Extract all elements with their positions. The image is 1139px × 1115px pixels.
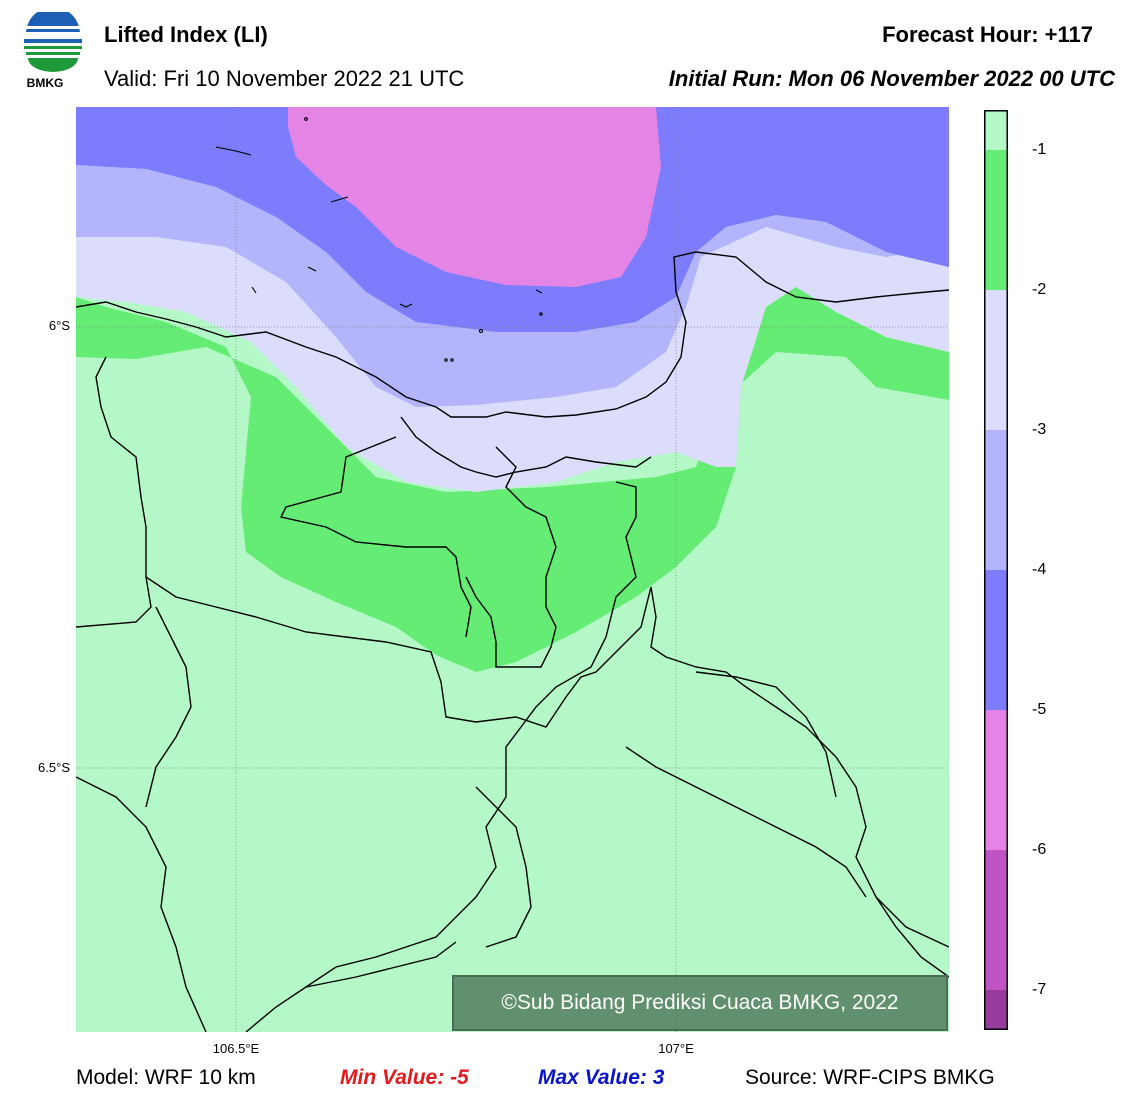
li-zone-green bbox=[76, 287, 949, 672]
islands bbox=[215, 117, 543, 362]
footer-min-value: Min Value: -5 bbox=[340, 1066, 469, 1089]
lon-label-107e: 107°E bbox=[658, 1041, 694, 1056]
colorbar-tick-3: -3 bbox=[1032, 421, 1047, 438]
colorbar-tick-6: -6 bbox=[1032, 841, 1047, 858]
boundaries bbox=[75, 251, 950, 1033]
bmkg-logo bbox=[20, 7, 86, 92]
colorbar-tick-4: -4 bbox=[1032, 561, 1047, 578]
footer-source: Source: WRF-CIPS BMKG bbox=[745, 1066, 995, 1089]
gridlines bbox=[76, 107, 949, 1032]
colorbar-segment-5 bbox=[984, 710, 1008, 850]
colorbar-segment-3 bbox=[984, 430, 1008, 570]
colorbar bbox=[984, 110, 1008, 1030]
colorbar-segment-7 bbox=[984, 990, 1008, 1030]
colorbar-tick-2: -2 bbox=[1032, 281, 1047, 298]
lat-label-6s: 6°S bbox=[48, 318, 70, 333]
li-zone-lavender bbox=[76, 165, 949, 407]
credit-box: ©Sub Bidang Prediksi Cuaca BMKG, 2022 bbox=[452, 975, 948, 1031]
forecast-hour: Forecast Hour: +117 bbox=[882, 22, 1093, 47]
map-panel bbox=[75, 107, 950, 1033]
colorbar-tick-7: -7 bbox=[1032, 981, 1047, 998]
lat-label-6-5s: 6.5°S bbox=[38, 760, 70, 775]
colorbar-tick-5: -5 bbox=[1032, 701, 1047, 718]
colorbar-segment-0 bbox=[984, 110, 1008, 150]
footer-model: Model: WRF 10 km bbox=[76, 1066, 256, 1089]
footer-max-value: Max Value: 3 bbox=[538, 1066, 665, 1089]
colorbar-segment-4 bbox=[984, 570, 1008, 710]
logo-text: BMKG bbox=[26, 76, 64, 90]
colorbar-tick-1: -1 bbox=[1032, 141, 1047, 158]
lon-label-106-5e: 106.5°E bbox=[212, 1041, 260, 1056]
colorbar-segment-2 bbox=[984, 290, 1008, 430]
map-svg bbox=[75, 107, 950, 1033]
colorbar-segment-6 bbox=[984, 850, 1008, 990]
colorbar-svg bbox=[984, 110, 1008, 1030]
map-title: Lifted Index (LI) bbox=[104, 22, 268, 47]
li-zone-pale-lavender bbox=[76, 227, 949, 492]
valid-time: Valid: Fri 10 November 2022 21 UTC bbox=[104, 66, 465, 91]
li-zone-pink bbox=[288, 107, 661, 287]
initial-run: Initial Run: Mon 06 November 2022 00 UTC bbox=[668, 66, 1115, 91]
colorbar-segment-1 bbox=[984, 150, 1008, 290]
